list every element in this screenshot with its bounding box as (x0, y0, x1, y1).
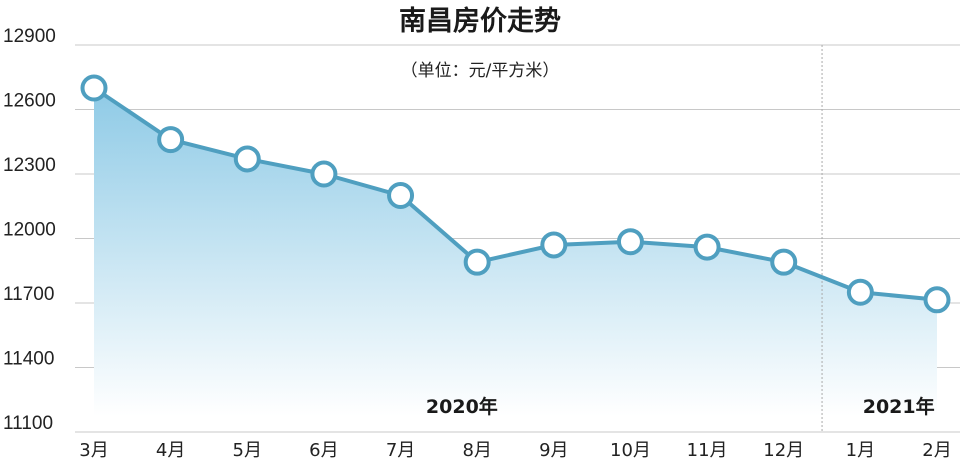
data-point-6月 (310, 160, 338, 188)
x-tick-label: 3月 (79, 440, 108, 461)
data-point-5月 (233, 145, 261, 173)
x-tick-label: 8月 (462, 440, 491, 461)
year-label: 2020年 (426, 395, 498, 418)
data-point-10月 (616, 228, 644, 256)
x-tick-label: 9月 (539, 440, 568, 461)
data-point-4月 (157, 126, 185, 154)
year-label: 2021年 (863, 395, 935, 418)
x-tick-label: 2月 (922, 440, 951, 461)
area-fill (94, 88, 937, 416)
x-tick-label: 5月 (233, 440, 262, 461)
chart-title: 南昌房价走势 (399, 6, 561, 37)
y-tick-label: 12000 (3, 220, 56, 241)
year-labels: 2020年 2021年 (426, 395, 935, 418)
y-tick-label: 11700 (3, 284, 54, 305)
x-tick-label: 10月 (610, 440, 651, 461)
x-tick-label: 7月 (386, 440, 415, 461)
x-tick-label: 4月 (156, 440, 185, 461)
y-tick-label: 12900 (3, 26, 56, 47)
y-tick-label: 12300 (3, 155, 56, 176)
data-point-11月 (693, 233, 721, 261)
y-axis: 12900 12600 12300 12000 11700 11400 11100 (3, 26, 56, 434)
y-tick-label: 11400 (3, 349, 54, 370)
chart-subtitle: （单位：元/平方米） (401, 61, 560, 81)
data-point-2月 (923, 286, 951, 314)
y-tick-label: 12600 (3, 91, 56, 112)
data-point-8月 (463, 248, 491, 276)
data-point-7月 (387, 182, 415, 209)
y-tick-label: 11100 (3, 413, 53, 434)
data-point-9月 (540, 231, 568, 259)
data-point-12月 (770, 248, 798, 276)
x-tick-label: 1月 (846, 440, 875, 461)
x-tick-label: 12月 (763, 440, 804, 461)
x-axis: 3月 4月 5月 6月 7月 8月 9月 10月 11月 12月 1月 2月 (79, 440, 951, 461)
x-tick-label: 6月 (309, 440, 338, 461)
data-point-1月 (846, 278, 874, 306)
data-point-3月 (80, 74, 108, 102)
data-points (80, 74, 951, 314)
x-tick-label: 11月 (687, 440, 728, 461)
